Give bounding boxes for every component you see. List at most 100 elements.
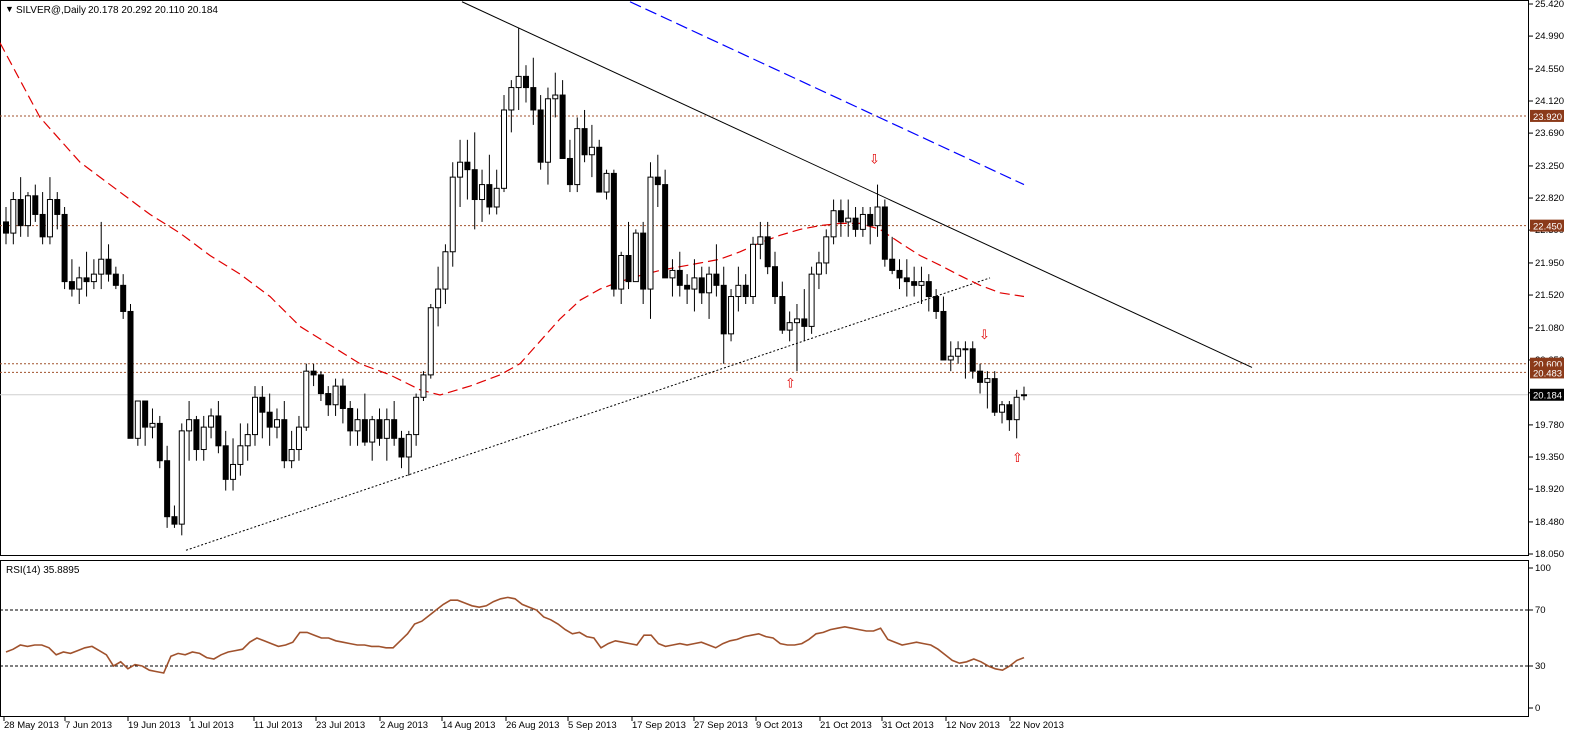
date-tick-label: 31 Oct 2013	[882, 720, 934, 731]
candle-up	[405, 434, 412, 458]
candle-down	[662, 184, 669, 279]
buy-arrow-icon: ⇧	[785, 375, 796, 390]
candle-up	[76, 277, 83, 290]
candle-down	[83, 277, 90, 283]
price-panel	[0, 0, 1529, 556]
candle-up	[244, 434, 251, 447]
candle-down	[977, 370, 984, 383]
price-tick-label: 23.250	[1535, 161, 1564, 172]
candle-up	[442, 251, 449, 290]
candle-down	[105, 258, 112, 275]
candle-down	[911, 281, 918, 286]
candle-up	[632, 232, 639, 283]
date-tick-label: 19 Jun 2013	[128, 720, 180, 731]
date-tick-label: 11 Jul 2013	[254, 720, 302, 731]
candle-up	[508, 87, 515, 111]
candle-up	[295, 426, 302, 451]
price-tick-label: 24.550	[1535, 64, 1564, 75]
candle-down	[530, 87, 537, 111]
candle-down	[676, 269, 683, 286]
candle-down	[68, 281, 75, 290]
candle-down	[933, 296, 940, 312]
candle-down	[164, 460, 171, 518]
candle-up	[845, 217, 852, 223]
candle-down	[61, 213, 68, 283]
candle-down	[896, 269, 903, 279]
candle-up	[200, 426, 207, 451]
candle-down	[837, 210, 844, 223]
candle-down	[713, 273, 720, 286]
candle-up	[501, 109, 508, 189]
candle-down	[537, 109, 544, 163]
price-level-label: 22.450	[1533, 222, 1562, 233]
symbol-label: SILVER@,Daily	[16, 5, 86, 16]
price-tick-label: 24.120	[1535, 96, 1564, 107]
candle-down	[39, 213, 46, 238]
candle-up	[669, 269, 676, 279]
candle-down	[281, 419, 288, 462]
rsi-tick-label: 0	[1535, 703, 1540, 714]
candle-up	[413, 396, 420, 436]
candle-up	[1013, 396, 1020, 421]
buy-arrow-icon: ⇧	[1012, 450, 1023, 465]
candle-up	[237, 445, 244, 465]
sell-arrow-icon: ⇩	[869, 151, 880, 166]
candle-down	[625, 254, 632, 283]
candle-up	[435, 288, 442, 309]
candle-up	[24, 195, 31, 227]
candle-up	[479, 184, 486, 201]
date-tick-label: 28 May 2013	[4, 720, 59, 731]
candle-up	[962, 348, 969, 351]
price-tick-label: 21.520	[1535, 290, 1564, 301]
candle-down	[471, 169, 478, 201]
candle-down	[742, 284, 749, 298]
candle-down	[127, 310, 134, 439]
candle-down	[925, 281, 932, 298]
candle-down	[654, 176, 661, 186]
candle-down	[266, 411, 273, 428]
candle-up	[332, 385, 339, 406]
candle-down	[325, 393, 332, 406]
arrows-layer: ⇩ ⇧ ⇩ ⇧	[785, 151, 1023, 465]
date-tick-label: 5 Sep 2013	[568, 720, 617, 731]
candle-down	[881, 206, 888, 260]
candle-up	[420, 374, 427, 398]
fast-moving-average	[0, 42, 1025, 396]
candle-up	[10, 199, 17, 234]
candle-down	[596, 146, 603, 193]
candle-up	[574, 128, 581, 186]
candle-down	[779, 296, 786, 331]
date-tick-label: 22 Nov 2013	[1010, 720, 1064, 731]
candle-down	[3, 221, 9, 234]
rsi-label: RSI(14) 35.8895	[6, 565, 80, 576]
date-tick-label: 17 Sep 2013	[632, 720, 686, 731]
candle-down	[391, 419, 398, 439]
candle-up	[449, 176, 456, 253]
price-levels-layer	[0, 115, 1528, 396]
candle-down	[339, 385, 346, 409]
candle-up	[793, 318, 800, 324]
candle-down	[867, 213, 874, 227]
date-axis: 28 May 2013 7 Jun 2013 19 Jun 2013 1 Jul 20…	[3, 717, 1064, 731]
price-tick-label: 18.050	[1535, 549, 1564, 560]
candle-up	[823, 236, 830, 264]
candle-up	[544, 98, 551, 163]
candle-up	[786, 322, 793, 331]
current-price-label: 20.184	[1533, 391, 1562, 402]
candle-down	[698, 277, 705, 294]
date-tick-label: 2 Aug 2013	[380, 720, 428, 731]
candle-up	[149, 422, 156, 428]
price-tick-label: 24.990	[1535, 31, 1564, 42]
candle-up	[647, 176, 654, 290]
chart-menu-icon[interactable]: ▼	[5, 4, 14, 14]
slow-moving-average	[629, 1, 1025, 186]
candle-up	[178, 430, 185, 525]
date-tick-label: 21 Oct 2013	[820, 720, 872, 731]
candle-down	[376, 419, 383, 439]
candle-down	[361, 419, 368, 443]
candle-down	[112, 273, 119, 286]
candle-down	[991, 378, 998, 413]
rsi-tick-label: 30	[1535, 661, 1546, 672]
candle-down	[32, 195, 39, 215]
candle-up	[90, 273, 97, 283]
